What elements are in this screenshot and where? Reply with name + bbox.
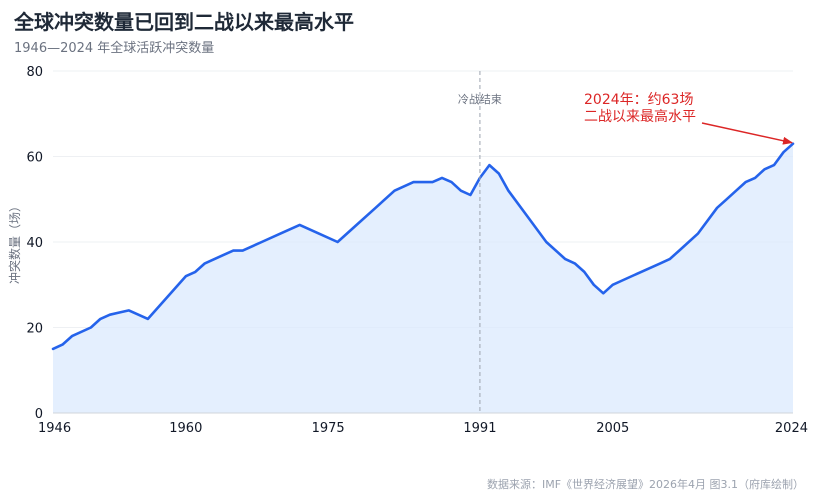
annotation-line-1: 2024年：约63场 [584,92,693,108]
annotation-line-2: 二战以来最高水平 [584,108,696,125]
y-tick-label: 0 [35,407,43,422]
x-tick-label: 1991 [463,421,496,436]
x-tick-label: 1975 [312,421,345,436]
x-tick-label: 2024 [775,421,808,436]
y-tick-label: 80 [26,65,43,80]
reference-line-label: 冷战结束 [458,93,502,106]
data-layer [51,142,795,413]
x-tick-label: 2005 [596,421,629,436]
chart-title: 全球冲突数量已回到二战以来最高水平 [14,10,354,34]
y-tick-label: 20 [26,322,43,337]
y-tick-label: 60 [26,151,43,166]
y-axis-label: 冲突数量（场） [7,200,22,284]
x-tick-label: 1960 [169,421,202,436]
source-note: 数据来源：IMF《世界经济展望》2026年4月 图3.1（府库绘制） [486,478,804,491]
axes: 0 20 40 60 80 1946 1960 1975 1991 2005 2024 [26,65,808,436]
annotation-arrow [701,122,793,145]
x-tick-label: 1946 [38,421,71,436]
chart-subtitle: 1946—2024 年全球活跃冲突数量 [14,41,215,56]
series-line [51,142,795,351]
y-tick-label: 40 [26,236,43,251]
area-fill [53,143,793,413]
